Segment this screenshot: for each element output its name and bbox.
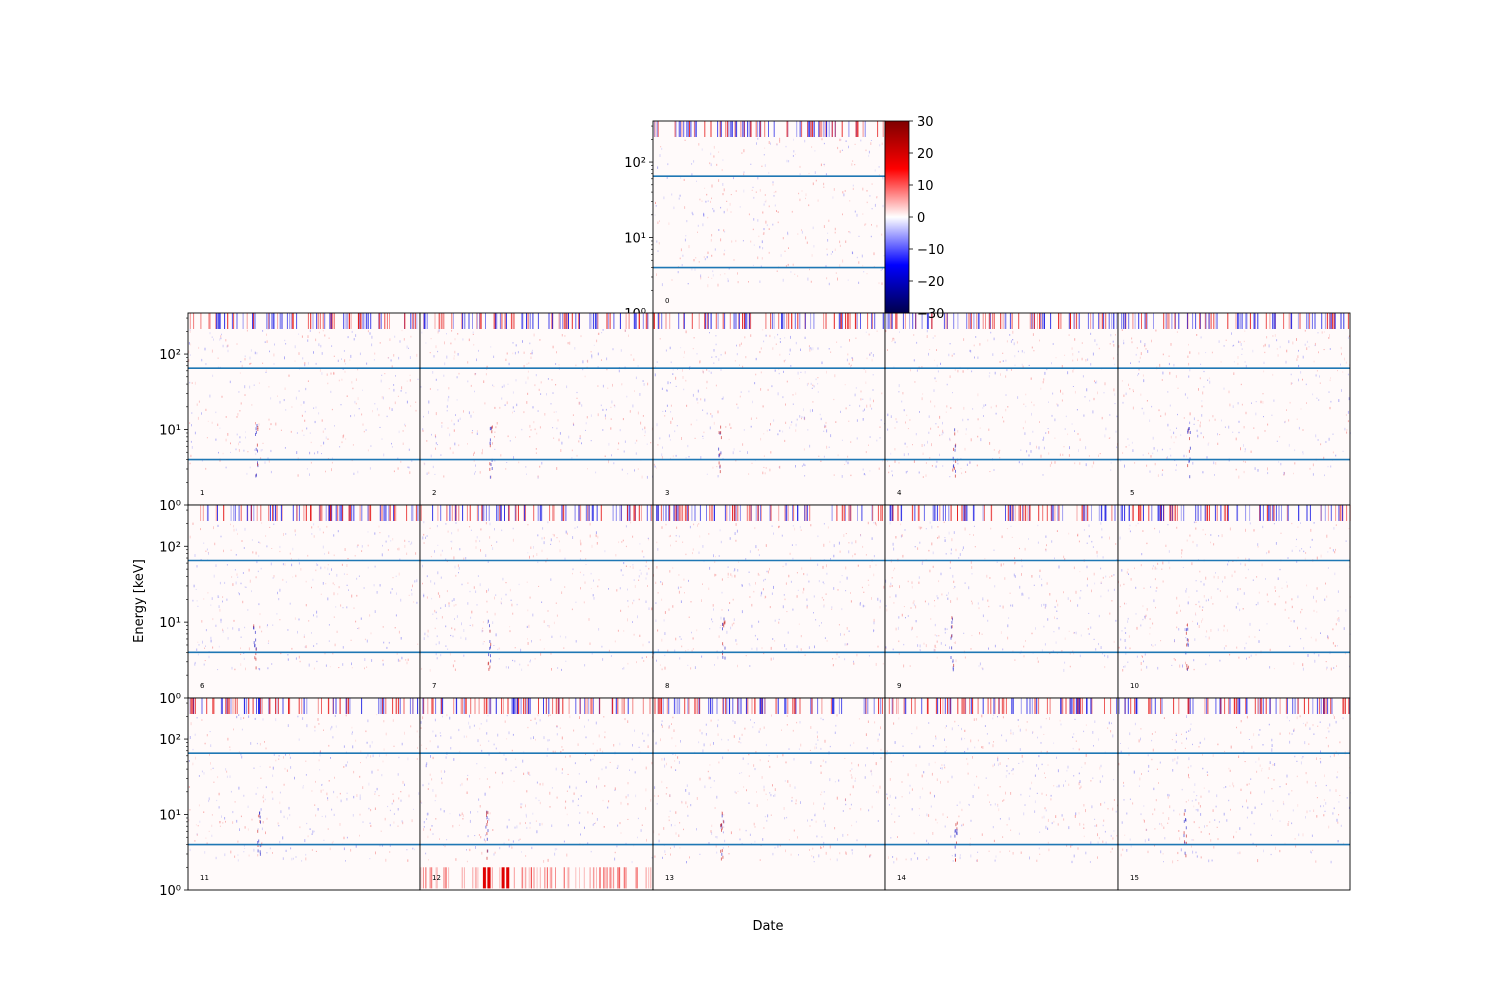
panel-label: 13 bbox=[665, 874, 674, 882]
panel-background bbox=[188, 313, 420, 505]
panel-label: 5 bbox=[1130, 489, 1134, 497]
y-tick-label: 10² bbox=[159, 733, 181, 748]
y-axis-label: Energy [keV] bbox=[132, 559, 147, 643]
panel-label: 7 bbox=[432, 682, 436, 690]
colorbar-tick-label: −10 bbox=[917, 243, 944, 258]
spectrogram-panel-4: 4 bbox=[884, 312, 1119, 506]
y-tick-label: 10⁰ bbox=[159, 499, 181, 514]
panel-label: 4 bbox=[897, 489, 902, 497]
panel-background bbox=[1118, 313, 1350, 505]
colorbar-tick-label: 10 bbox=[917, 179, 934, 194]
panel-label: 14 bbox=[897, 874, 906, 882]
panel-background bbox=[885, 505, 1118, 698]
y-tick-label: 10² bbox=[159, 540, 181, 555]
panel-label: 15 bbox=[1130, 874, 1139, 882]
spectrogram-panel-8: 8 bbox=[652, 504, 886, 699]
y-tick-label: 10¹ bbox=[159, 616, 181, 631]
panel-label: 2 bbox=[432, 489, 436, 497]
panel-label: 8 bbox=[665, 682, 669, 690]
panel-label: 10 bbox=[1130, 682, 1139, 690]
panel-label: 3 bbox=[665, 489, 669, 497]
panel-background bbox=[1118, 698, 1350, 890]
panel-background bbox=[885, 698, 1118, 890]
panel-background bbox=[885, 313, 1118, 505]
spectrogram-panel-9: 9 bbox=[884, 504, 1119, 699]
spectrogram-panel-2: 2 bbox=[419, 312, 654, 506]
panel-background bbox=[420, 313, 653, 505]
spectrogram-panel-6: 6 10² 10¹ 10⁰ bbox=[159, 504, 421, 707]
spectrogram-panel-7: 7 bbox=[419, 504, 654, 699]
panel-background bbox=[420, 505, 653, 698]
y-tick-label: 10² bbox=[159, 348, 181, 363]
panel-background bbox=[188, 698, 420, 890]
spectrogram-panel-5: 5 bbox=[1117, 312, 1351, 506]
panel-background bbox=[1118, 505, 1350, 698]
spectrogram-panel-13: 13 bbox=[652, 697, 886, 891]
spectrogram-panel-0: 010²10¹10⁰ bbox=[624, 120, 886, 322]
colorbar-tick-label: −30 bbox=[917, 307, 944, 322]
colorbar-tick-label: 20 bbox=[917, 147, 934, 162]
panel-label: 1 bbox=[200, 489, 204, 497]
panel-label: 11 bbox=[200, 874, 209, 882]
spectrogram-panel-1: 1 10² 10¹ 10⁰ bbox=[159, 312, 421, 514]
colorbar-tick-label: 0 bbox=[917, 211, 925, 226]
spectrogram-panel-15: 15 bbox=[1117, 697, 1351, 891]
spectrogram-panel-14: 14 bbox=[884, 697, 1119, 891]
panel-background bbox=[653, 121, 885, 313]
panel-background bbox=[653, 505, 885, 698]
colorbar: 30 20 10 0 −10 −20 −30 bbox=[884, 115, 944, 322]
panel-background bbox=[653, 313, 885, 505]
y-tick-label: 10² bbox=[624, 156, 646, 171]
panel-frame bbox=[1117, 697, 1351, 891]
x-axis-label: Date bbox=[752, 919, 783, 934]
colorbar-gradient bbox=[885, 121, 909, 313]
panel-label: 12 bbox=[432, 874, 441, 882]
spectrogram-panel-12: 12 bbox=[419, 697, 654, 891]
spectrogram-panel-3: 3 bbox=[652, 312, 886, 506]
panel-label: 0 bbox=[665, 297, 669, 305]
panel-background bbox=[653, 698, 885, 890]
panel-background bbox=[420, 698, 653, 890]
y-tick-label: 10⁰ bbox=[159, 884, 181, 899]
panel-grid: 0 10² 10¹ 10⁰ 1 10² 10¹ 10⁰ 2 3 4 5 6 10² 10¹ 10⁰ 7 8 9 10 1… bbox=[159, 120, 1351, 899]
colorbar-tick-label: 30 bbox=[917, 115, 934, 130]
y-tick-label: 10¹ bbox=[159, 424, 181, 439]
panel-background bbox=[188, 505, 420, 698]
y-tick-label: 10¹ bbox=[624, 232, 646, 247]
panel-label: 6 bbox=[200, 682, 205, 690]
spectrogram-panel-11: 11 10² 10¹ 10⁰ bbox=[159, 697, 421, 899]
y-tick-label: 10¹ bbox=[159, 809, 181, 824]
spectrogram-panel-10: 10 bbox=[1117, 504, 1351, 699]
colorbar-tick-label: −20 bbox=[917, 275, 944, 290]
panel-label: 9 bbox=[897, 682, 901, 690]
y-tick-label: 10⁰ bbox=[159, 692, 181, 707]
